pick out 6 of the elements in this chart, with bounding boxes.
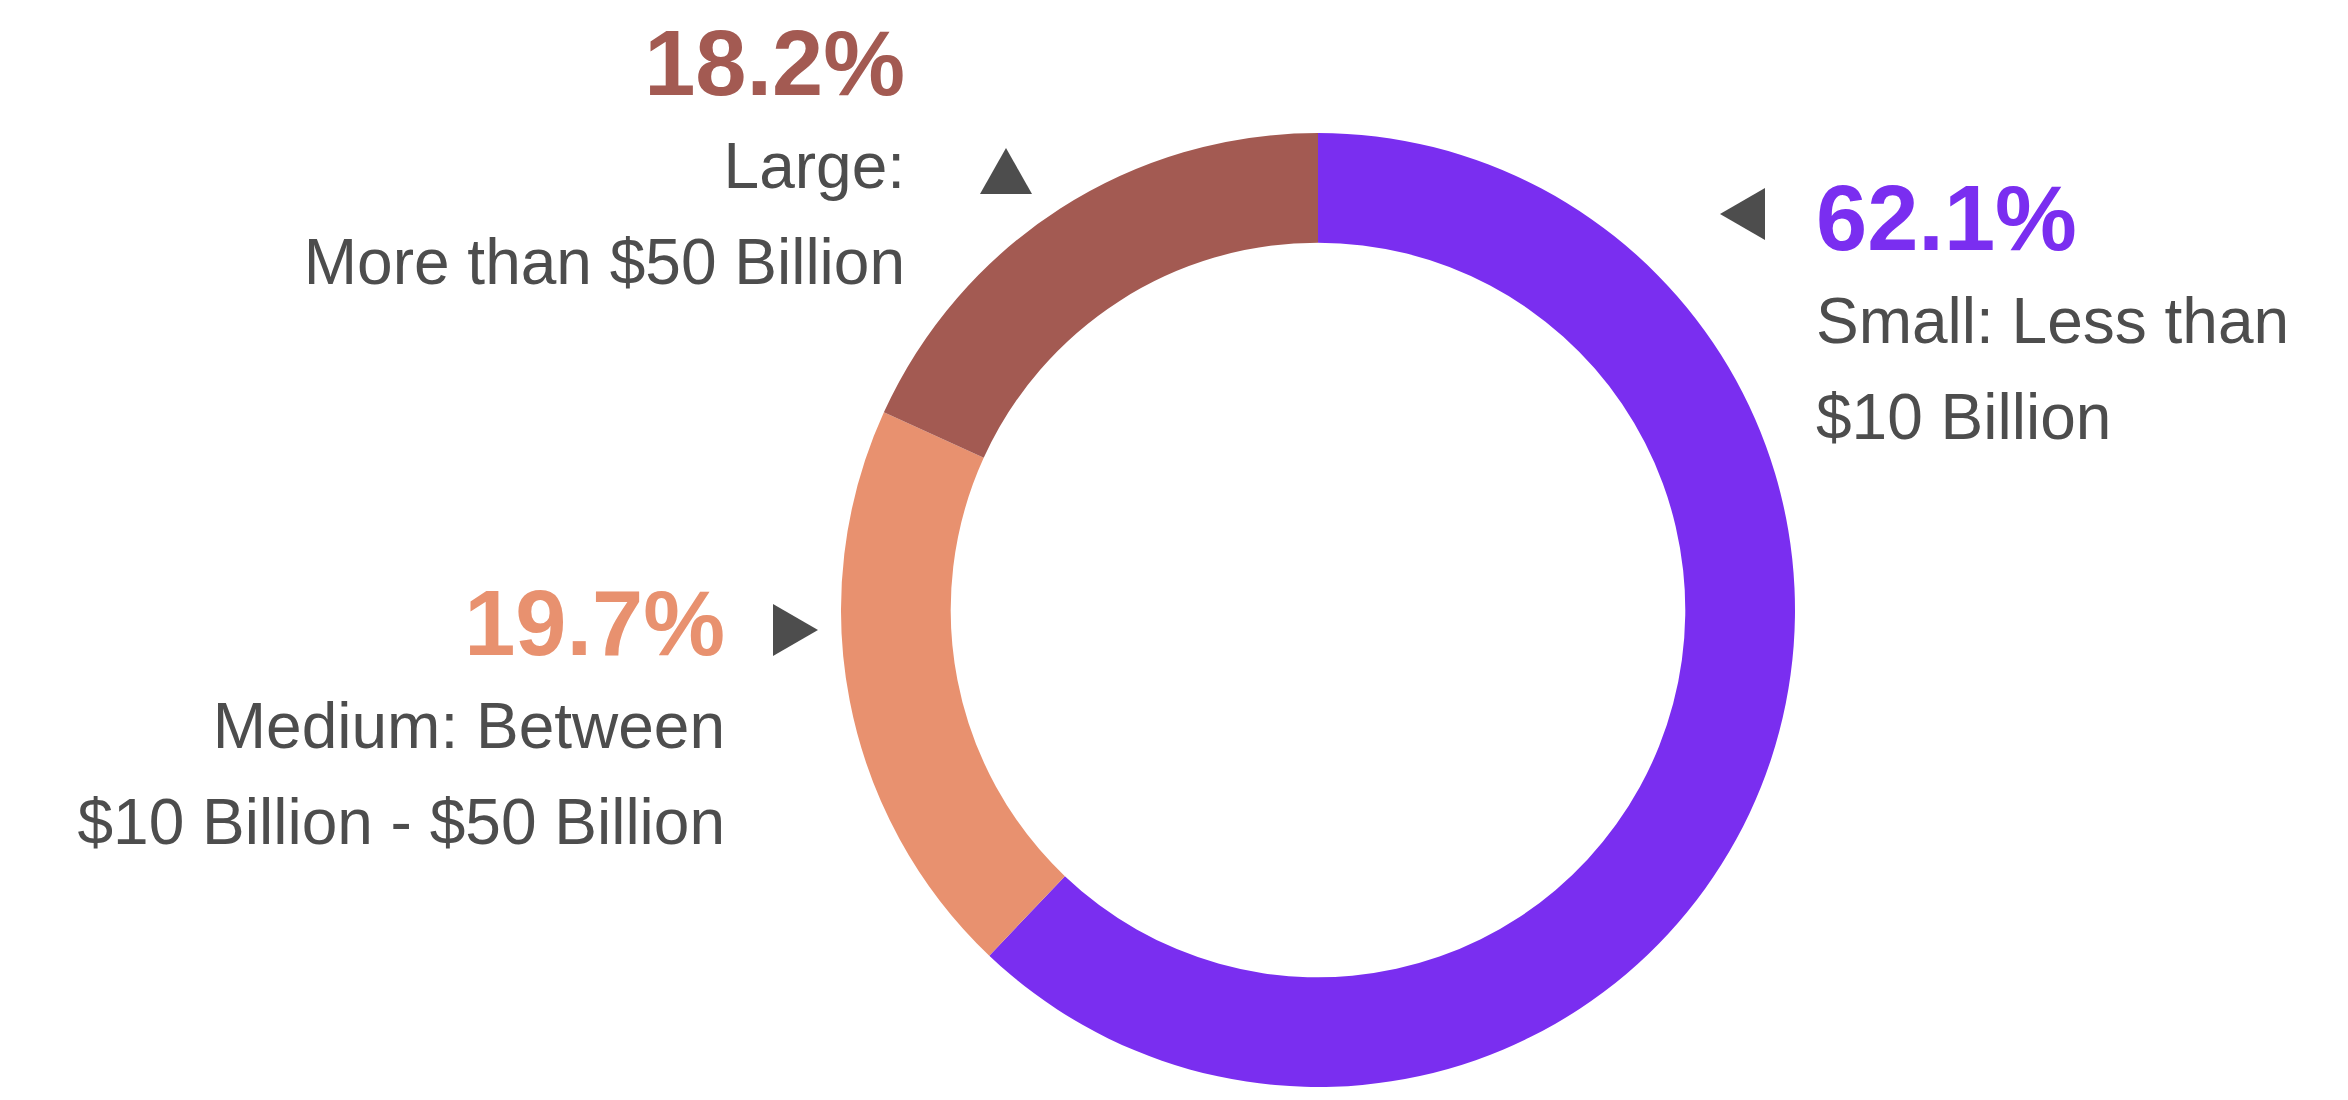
slice-label: Medium: Between $10 Billion - $50 Billion	[77, 689, 725, 860]
data-label: 19.7%	[463, 571, 725, 676]
data-label: 18.2%	[643, 11, 905, 116]
slice-label: Small: Less than $10 Billion	[1816, 284, 2290, 455]
slice-label: Large: More than $50 Billion	[303, 129, 905, 300]
data-label: 62.1%	[1816, 166, 2078, 271]
